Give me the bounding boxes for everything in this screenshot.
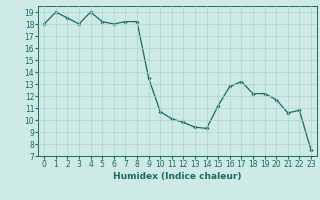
X-axis label: Humidex (Indice chaleur): Humidex (Indice chaleur) bbox=[113, 172, 242, 181]
